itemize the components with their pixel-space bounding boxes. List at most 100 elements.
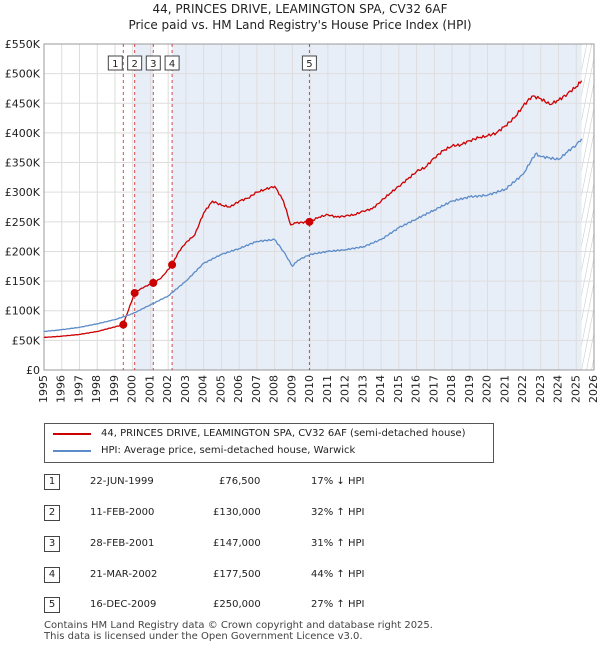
transaction-badge	[301, 55, 317, 71]
transaction-price: £177,500	[213, 569, 261, 580]
transaction-hpi-diff: 31% ↑ HPI	[311, 538, 365, 549]
transaction-hpi-diff: 32% ↑ HPI	[311, 507, 365, 518]
y-tick-label: £550K	[5, 38, 41, 51]
transaction-number: 1	[44, 474, 60, 490]
hatch-line	[597, 44, 600, 370]
transaction-hpi-diff: 44% ↑ HPI	[311, 569, 365, 580]
transaction-price: £130,000	[213, 507, 261, 518]
x-tick-label: 1995	[37, 375, 50, 403]
transaction-price: £250,000	[213, 599, 261, 610]
transaction-badge-label: 4	[169, 59, 175, 70]
y-tick-label: £400K	[5, 127, 41, 140]
y-tick-label: £200K	[5, 245, 41, 258]
transaction-badge-label: 5	[306, 59, 312, 70]
x-tick-label: 2014	[374, 375, 387, 403]
x-tick-label: 2020	[481, 375, 494, 403]
x-tick-label: 2006	[232, 375, 245, 403]
transaction-number: 4	[44, 567, 60, 583]
x-tick-label: 2010	[303, 375, 316, 403]
hpi-line	[43, 138, 583, 333]
footer-copyright: Contains HM Land Registry data © Crown c…	[44, 620, 433, 631]
legend-item-property: 44, PRINCES DRIVE, LEAMINGTON SPA, CV32 …	[53, 428, 466, 439]
x-tick-label: 2013	[356, 375, 369, 403]
transaction-date: 22-JUN-1999	[90, 476, 154, 487]
transaction-price: £76,500	[219, 476, 261, 487]
chart-subtitle: Price paid vs. HM Land Registry's House …	[128, 18, 472, 32]
hatch-line	[581, 56, 594, 122]
transaction-date: 11-FEB-2000	[90, 507, 155, 518]
x-tick-label: 2004	[197, 375, 210, 403]
hatch-line	[581, 256, 594, 322]
transaction-badge	[127, 55, 143, 71]
transaction-row: 4 21-MAR-2002 £177,500 44% ↑ HPI	[44, 567, 444, 583]
x-tick-label: 2009	[285, 375, 298, 403]
y-tick-label: £250K	[5, 216, 41, 229]
transaction-price: £147,000	[213, 538, 261, 549]
hatch-line	[591, 356, 594, 370]
y-tick-label: £150K	[5, 275, 41, 288]
y-tick-label: £500K	[5, 68, 41, 81]
transaction-badge	[107, 55, 123, 71]
x-tick-label: 2015	[392, 375, 405, 403]
transaction-marker	[130, 288, 139, 297]
transaction-badge	[145, 55, 161, 71]
legend-label-property: 44, PRINCES DRIVE, LEAMINGTON SPA, CV32 …	[101, 428, 466, 439]
hatch-line	[581, 156, 594, 222]
transaction-number: 2	[44, 505, 60, 521]
transaction-marker	[149, 278, 158, 287]
y-tick-label: £100K	[5, 305, 41, 318]
x-tick-label: 2012	[339, 375, 352, 403]
x-tick-label: 2008	[268, 375, 281, 403]
x-tick-label: 2018	[445, 375, 458, 403]
transaction-badge-label: 3	[150, 59, 156, 70]
hatch-line	[581, 281, 594, 347]
x-tick-label: 1998	[90, 375, 103, 403]
legend-label-hpi: HPI: Average price, semi-detached house,…	[101, 445, 356, 456]
x-tick-label: 2021	[498, 375, 511, 403]
x-tick-label: 2019	[463, 375, 476, 403]
y-tick-label: £50K	[12, 334, 41, 347]
legend-swatch-property	[53, 432, 91, 435]
transaction-hpi-diff: 17% ↓ HPI	[311, 476, 365, 487]
x-tick-label: 2003	[179, 375, 192, 403]
hatch-line	[581, 181, 594, 247]
x-tick-label: 1997	[72, 375, 85, 403]
x-tick-label: 2022	[516, 375, 529, 403]
transaction-date: 28-FEB-2001	[90, 538, 155, 549]
x-tick-label: 2023	[534, 375, 547, 403]
legend-swatch-hpi	[53, 449, 91, 452]
future-hatch	[581, 44, 600, 370]
transaction-date: 16-DEC-2009	[90, 599, 157, 610]
transaction-badge	[164, 55, 180, 71]
hatch-line	[581, 306, 594, 370]
y-tick-label: £300K	[5, 186, 41, 199]
transaction-number: 3	[44, 536, 60, 552]
transaction-row: 2 11-FEB-2000 £130,000 32% ↑ HPI	[44, 505, 444, 521]
x-tick-label: 2000	[126, 375, 139, 403]
y-tick-label: £450K	[5, 97, 41, 110]
legend-item-hpi: HPI: Average price, semi-detached house,…	[53, 445, 355, 456]
transaction-row: 5 16-DEC-2009 £250,000 27% ↑ HPI	[44, 597, 444, 613]
x-tick-label: 2025	[569, 375, 582, 403]
x-tick-label: 2026	[587, 375, 600, 403]
transaction-number: 5	[44, 597, 60, 613]
price-chart: 1 2 3 4 5 £0 £50K £100K £150K £200K £250K £300K £35…	[5, 38, 600, 403]
transaction-row: 1 22-JUN-1999 £76,500 17% ↓ HPI	[44, 474, 444, 490]
footer-licence: This data is licensed under the Open Gov…	[44, 631, 363, 642]
hatch-line	[586, 331, 594, 370]
transaction-badge-label: 1	[112, 59, 118, 70]
x-tick-label: 2007	[250, 375, 263, 403]
x-tick-label: 1999	[108, 375, 121, 403]
transaction-date: 21-MAR-2002	[90, 569, 158, 580]
x-tick-label: 2005	[214, 375, 227, 403]
transaction-marker	[119, 320, 128, 329]
y-tick-label: £0	[26, 364, 40, 377]
shaded-period	[172, 44, 310, 370]
x-tick-label: 2011	[321, 375, 334, 403]
transaction-row: 3 28-FEB-2001 £147,000 31% ↑ HPI	[44, 536, 444, 552]
footer: Contains HM Land Registry data © Crown c…	[44, 620, 433, 642]
hatch-line	[581, 81, 594, 147]
transaction-marker	[305, 217, 314, 226]
x-tick-label: 2017	[427, 375, 440, 403]
x-tick-label: 2024	[552, 375, 565, 403]
